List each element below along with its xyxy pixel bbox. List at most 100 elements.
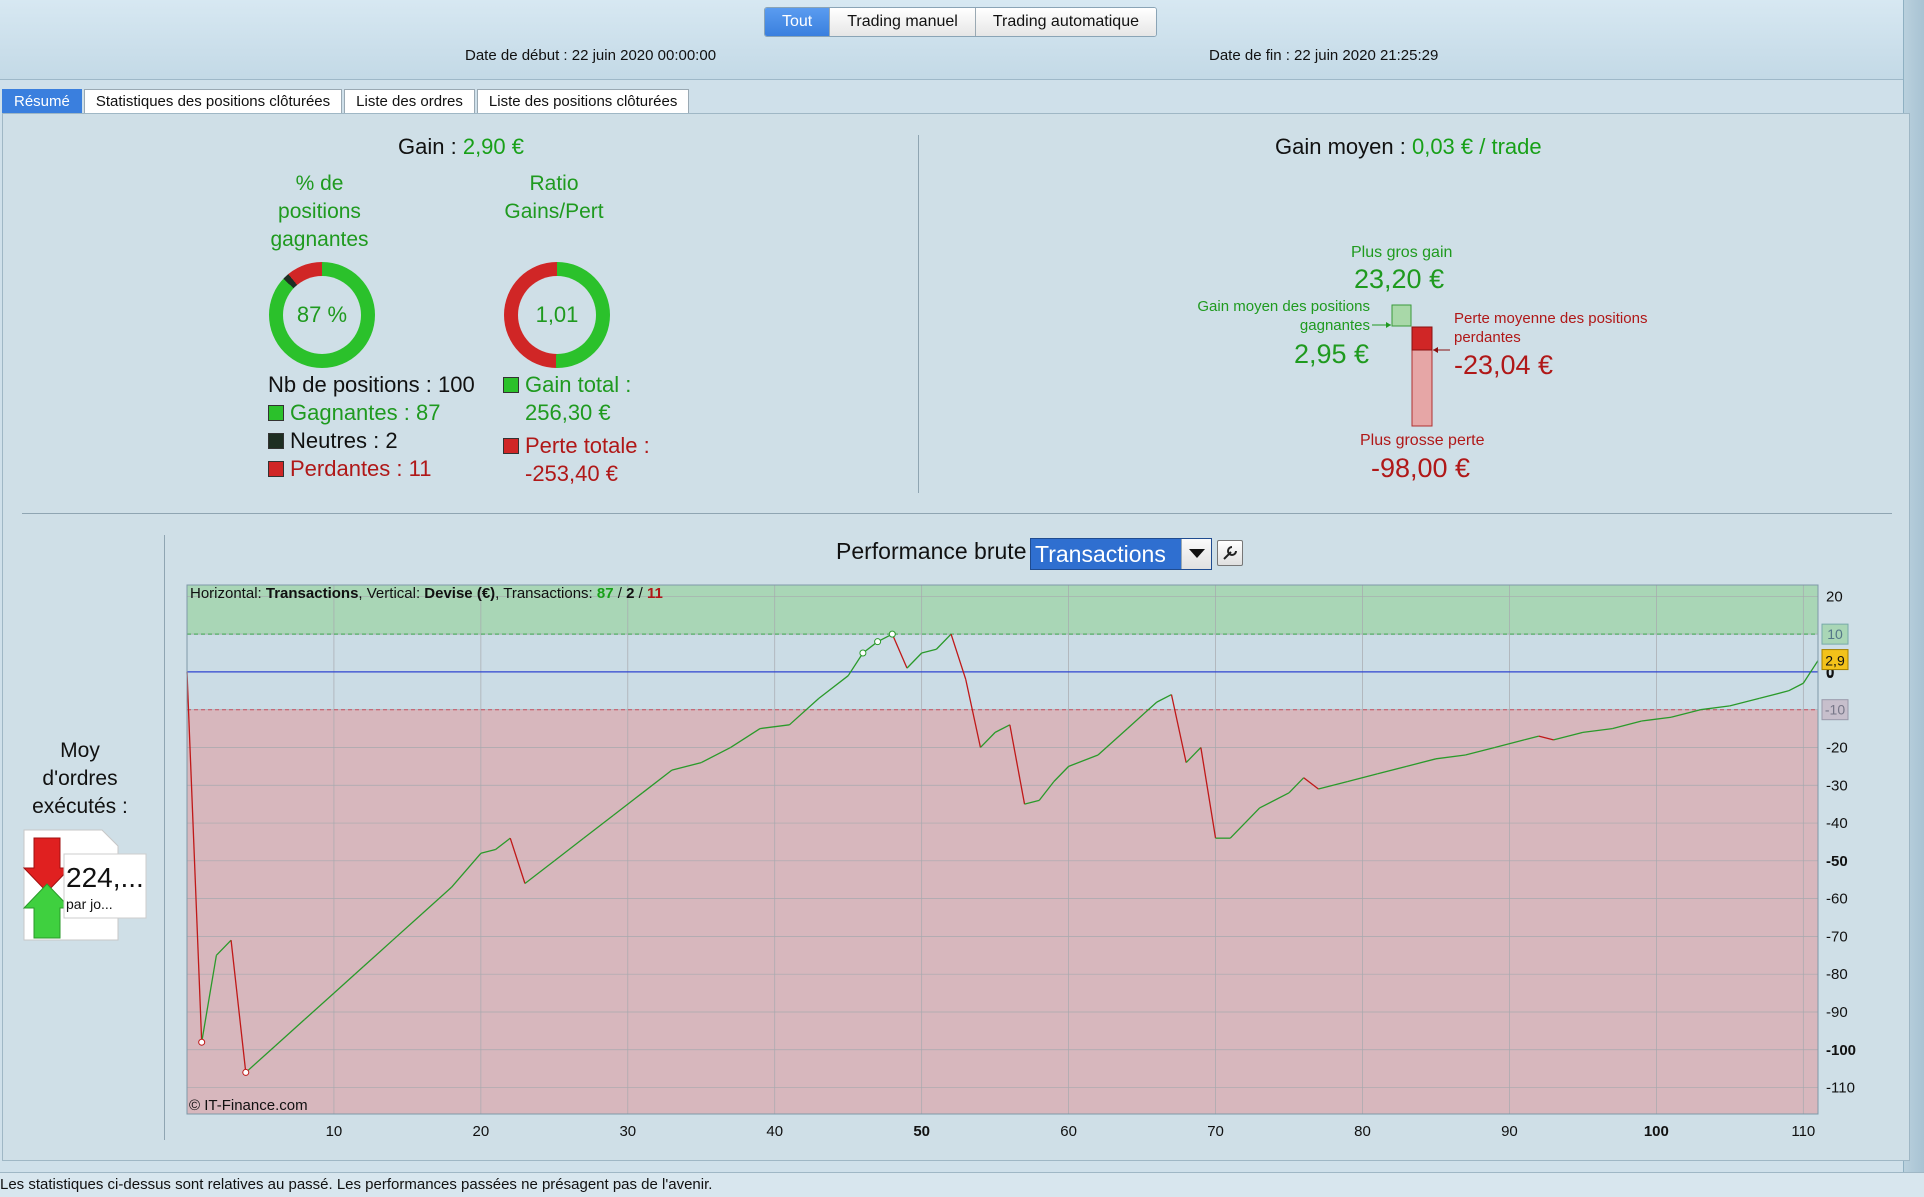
gain-label: Gain :	[398, 134, 457, 159]
axis-select-value: Transactions	[1035, 541, 1166, 567]
value-box	[63, 853, 147, 919]
series-segment	[495, 837, 511, 851]
y-tick-label: -70	[1826, 928, 1848, 945]
series-segment	[847, 652, 864, 677]
y-tick-label: -80	[1826, 966, 1848, 983]
series-segment	[421, 886, 452, 915]
y-tick-label: 0	[1826, 665, 1834, 682]
upper-band-label: 10	[1827, 626, 1843, 642]
series-segment	[1553, 731, 1584, 741]
gain-total-value: 256,30 €	[525, 400, 611, 425]
series-marker	[242, 1068, 250, 1076]
wrench-button[interactable]	[1217, 540, 1243, 566]
series-segment	[1200, 747, 1217, 839]
mode-tab-trading-automatique[interactable]: Trading automatique	[975, 8, 1156, 36]
series-segment	[1259, 792, 1290, 809]
neutres-stat: Neutres : 2	[268, 428, 398, 454]
series-marker	[859, 649, 867, 657]
series-segment	[1788, 682, 1804, 692]
perte-moyenne-value: -23,04 €	[1454, 350, 1554, 380]
series-segment	[230, 940, 247, 1073]
ratio-value: 1,01	[518, 276, 596, 354]
win-swatch	[268, 405, 284, 421]
gain-moyen-heading: Gain moyen : 0,03 € / trade	[1275, 134, 1542, 160]
gagnantes-stat: Gagnantes : 87	[268, 400, 440, 426]
series-segment	[906, 652, 923, 669]
series-segment	[583, 814, 614, 839]
x-tick-label: 70	[1207, 1123, 1224, 1140]
plus-gros-gain-value: 23,20 €	[1354, 264, 1445, 294]
series-segment	[979, 731, 996, 748]
x-tick-label: 100	[1644, 1123, 1669, 1140]
series-segment	[392, 913, 423, 941]
plus-gros-gain-label: Plus gros gain	[1351, 244, 1453, 261]
series-segment	[1523, 735, 1539, 741]
win-swatch	[503, 377, 519, 393]
series-segment	[965, 679, 982, 748]
series-segment	[1038, 781, 1055, 801]
y-tick-label: -100	[1826, 1042, 1856, 1059]
series-segment	[1170, 694, 1187, 763]
series-segment	[480, 848, 496, 854]
series-segment	[1670, 709, 1701, 718]
orders-unit: par jo...	[66, 896, 113, 912]
mode-tab-group: Tout Trading manuel Trading automatique	[764, 7, 1157, 37]
series-segment	[818, 675, 849, 699]
y-tick-label: 0	[1826, 664, 1834, 681]
gain-moyen-label: Gain moyen :	[1275, 134, 1406, 159]
neutral-swatch	[268, 433, 284, 449]
series-segment	[1156, 694, 1172, 703]
tab-resume[interactable]: Résumé	[2, 89, 82, 114]
series-marker	[874, 638, 882, 646]
y-tick-label: -20	[1826, 739, 1848, 756]
series-segment	[1641, 716, 1672, 722]
series-segment	[1612, 720, 1642, 730]
series-segment	[1582, 727, 1613, 734]
series-segment	[612, 792, 643, 817]
end-date-label: Date de fin : 22 juin 2020 21:25:29	[1209, 47, 1439, 64]
series-segment	[186, 671, 203, 1043]
top-header: Tout Trading manuel Trading automatique …	[0, 0, 1924, 80]
series-segment	[1303, 777, 1319, 790]
perte-totale-stat: Perte totale :	[503, 433, 650, 459]
perte-totale-value: -253,40 €	[525, 461, 618, 486]
mode-tab-tout[interactable]: Tout	[765, 8, 831, 36]
loss-zone	[187, 709, 1818, 1114]
perdantes-stat: Perdantes : 11	[268, 456, 431, 482]
series-segment	[935, 633, 952, 650]
up-arrow-icon	[22, 883, 72, 939]
series-segment	[333, 966, 364, 994]
series-segment	[304, 992, 335, 1021]
wrench-icon	[1223, 546, 1237, 560]
x-tick-label: 20	[473, 1123, 490, 1140]
series-segment	[1729, 697, 1760, 707]
tab-liste-ordres[interactable]: Liste des ordres	[344, 89, 475, 114]
chevron-down-icon[interactable]	[1181, 539, 1211, 569]
tab-statistiques[interactable]: Statistiques des positions clôturées	[83, 89, 343, 114]
vertical-divider	[918, 135, 919, 493]
gain-heading: Gain : 2,90 €	[398, 134, 524, 160]
moy-ordres-title: Moy d'ordres exécutés :	[32, 739, 128, 818]
orders-icon	[22, 829, 147, 941]
series-segment	[891, 633, 908, 669]
y-tick-label: -60	[1826, 891, 1848, 908]
axis-select[interactable]: Transactions	[1030, 538, 1212, 570]
ratio-donut: 1,01	[504, 262, 610, 368]
watermark: © IT-Finance.com	[189, 1097, 308, 1114]
chart-title: Performance brute	[836, 538, 1027, 564]
series-segment	[509, 837, 526, 884]
series-segment	[789, 697, 820, 726]
lower-band-label: -10	[1825, 702, 1845, 718]
tab-liste-positions[interactable]: Liste des positions clôturées	[476, 89, 690, 114]
gain-moyen-positions-label: Gain moyen des positions gagnantes	[1197, 298, 1370, 334]
series-segment	[1009, 724, 1026, 805]
series-segment	[950, 633, 967, 680]
view-tabs: Résumé Statistiques des positions clôtur…	[2, 89, 691, 114]
series-segment	[642, 769, 673, 794]
y-tick-label: -50	[1826, 853, 1848, 870]
profit-zone	[187, 585, 1818, 635]
pct-gagnantes-label: % de positions gagnantes	[270, 172, 369, 251]
mode-tab-trading-manuel[interactable]: Trading manuel	[830, 8, 976, 36]
y-tick-label: 20	[1826, 588, 1843, 605]
series-segment	[1802, 660, 1819, 684]
